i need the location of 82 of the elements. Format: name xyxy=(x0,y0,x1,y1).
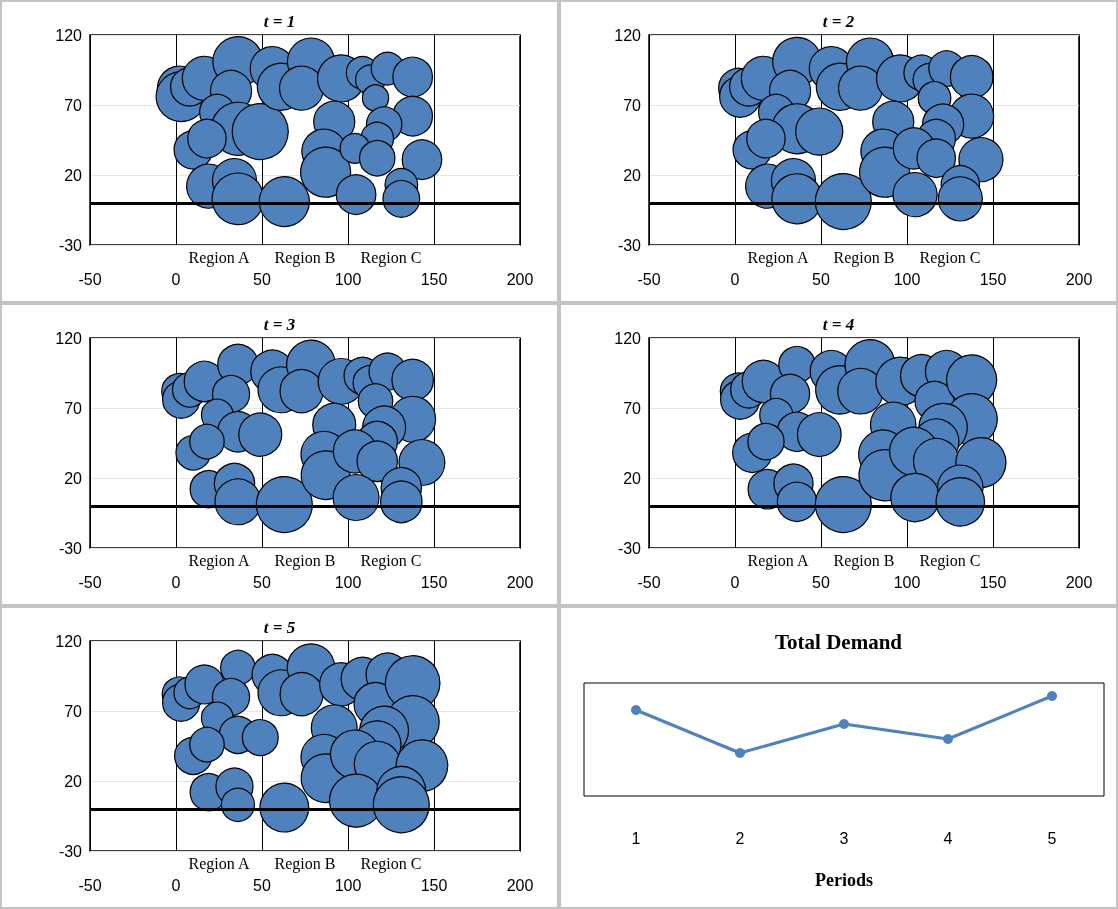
y-tick-label: 20 xyxy=(623,166,642,184)
text: Region A xyxy=(188,248,250,267)
x-tick-label: 150 xyxy=(979,573,1007,591)
y-tick-label: -30 xyxy=(58,236,83,254)
chart-title: t = 2 xyxy=(822,12,855,31)
x-tick-label: 200 xyxy=(506,573,534,591)
x-tick-label: 0 xyxy=(171,270,181,288)
text: Region C xyxy=(360,854,422,873)
text: Region C xyxy=(919,248,981,267)
x-tick-label: 0 xyxy=(171,573,181,591)
x-tick-label: 50 xyxy=(253,270,271,288)
y-tick-label: 120 xyxy=(55,329,83,347)
text: Region C xyxy=(360,551,422,570)
chart-title: t = 4 xyxy=(822,315,855,334)
x-tick-label: 100 xyxy=(334,876,362,894)
x-tick-label: -50 xyxy=(78,573,102,591)
y-tick-label: 120 xyxy=(614,329,642,347)
y-tick-label: -30 xyxy=(58,842,83,860)
y-tick-label: -30 xyxy=(617,539,642,557)
point xyxy=(943,734,953,744)
x-tick-label: -50 xyxy=(78,270,102,288)
x-tick-label: 50 xyxy=(812,270,830,288)
x-tick-label: 100 xyxy=(334,270,362,288)
text: Region B xyxy=(274,248,336,267)
text: Region B xyxy=(833,248,895,267)
chart-title: t = 3 xyxy=(263,315,296,334)
y-tick-label: 20 xyxy=(623,469,642,487)
point xyxy=(735,748,745,758)
x-tick-label: 1 xyxy=(631,829,641,847)
chart-title: t = 5 xyxy=(263,618,296,637)
x-tick-label: 100 xyxy=(893,573,921,591)
x-tick-label: 0 xyxy=(730,573,740,591)
y-tick-label: 120 xyxy=(55,632,83,650)
x-tick-label: -50 xyxy=(78,876,102,894)
y-tick-label: 120 xyxy=(614,26,642,44)
x-tick-label: 100 xyxy=(893,270,921,288)
text: Region A xyxy=(747,248,809,267)
point xyxy=(1047,691,1057,701)
y-tick-label: 70 xyxy=(64,702,83,720)
text: Region C xyxy=(360,248,422,267)
y-tick-label: 70 xyxy=(623,399,642,417)
x-axis-title: Periods xyxy=(815,870,873,890)
x-tick-label: 200 xyxy=(506,270,534,288)
x-tick-label: 200 xyxy=(506,876,534,894)
x-tick-label: 0 xyxy=(171,876,181,894)
x-tick-label: 2 xyxy=(735,829,745,847)
x-tick-label: 200 xyxy=(1065,270,1093,288)
y-tick-label: -30 xyxy=(617,236,642,254)
y-tick-label: 120 xyxy=(55,26,83,44)
x-tick-label: 50 xyxy=(253,876,271,894)
y-tick-label: 70 xyxy=(64,399,83,417)
x-tick-label: 3 xyxy=(839,829,849,847)
chart-title: Total Demand xyxy=(775,629,903,654)
y-tick-label: 20 xyxy=(64,772,83,790)
x-tick-label: 5 xyxy=(1047,829,1057,847)
text: Region B xyxy=(274,551,336,570)
text: Region B xyxy=(833,551,895,570)
x-tick-label: 150 xyxy=(420,876,448,894)
text: Region A xyxy=(188,551,250,570)
x-tick-label: 50 xyxy=(253,573,271,591)
chart-title: t = 1 xyxy=(263,12,296,31)
y-tick-label: 70 xyxy=(623,96,642,114)
x-tick-label: 50 xyxy=(812,573,830,591)
text: Region A xyxy=(188,854,250,873)
x-tick-label: 150 xyxy=(979,270,1007,288)
y-tick-label: -30 xyxy=(58,539,83,557)
y-tick-label: 20 xyxy=(64,166,83,184)
x-tick-label: 100 xyxy=(334,573,362,591)
x-tick-label: 150 xyxy=(420,573,448,591)
x-tick-label: -50 xyxy=(637,573,661,591)
text: Region C xyxy=(919,551,981,570)
x-tick-label: -50 xyxy=(637,270,661,288)
x-tick-label: 150 xyxy=(420,270,448,288)
text: Region A xyxy=(747,551,809,570)
x-tick-label: 0 xyxy=(730,270,740,288)
text: Region B xyxy=(274,854,336,873)
x-tick-label: 200 xyxy=(1065,573,1093,591)
y-tick-label: 70 xyxy=(64,96,83,114)
point xyxy=(839,719,849,729)
point xyxy=(631,705,641,715)
x-tick-label: 4 xyxy=(943,829,953,847)
y-tick-label: 20 xyxy=(64,469,83,487)
